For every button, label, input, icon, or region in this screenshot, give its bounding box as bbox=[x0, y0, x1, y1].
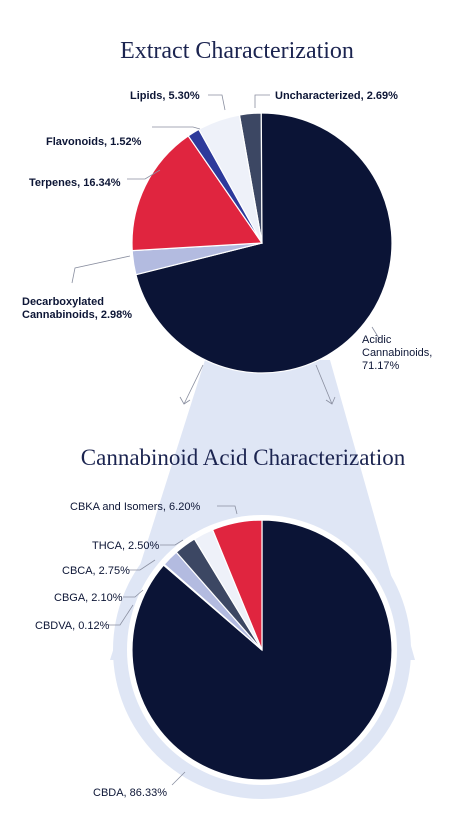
pie-slice-acidic-cannabinoids bbox=[135, 112, 393, 374]
zoom-arrow-left bbox=[179, 364, 204, 405]
label-lipids: Lipids, 5.30% bbox=[130, 90, 200, 102]
pie-slice-terpenes bbox=[131, 135, 264, 252]
label-decarboxylated-1: Decarboxylated bbox=[22, 296, 104, 308]
pie-slice-lipids bbox=[197, 114, 263, 244]
label-thca: THCA, 2.50% bbox=[92, 540, 159, 552]
label-terpenes: Terpenes, 16.34% bbox=[29, 177, 121, 189]
chart-title-acid: Cannabinoid Acid Characterization bbox=[81, 445, 406, 470]
label-cbga: CBGA, 2.10% bbox=[54, 592, 123, 604]
label-decarboxylated-2: Cannabinoids, 2.98% bbox=[22, 309, 132, 321]
leaders-acid bbox=[108, 505, 238, 786]
label-uncharacterized: Uncharacterized, 2.69% bbox=[275, 90, 398, 102]
label-flavonoids: Flavonoids, 1.52% bbox=[46, 136, 142, 148]
label-acidic-2: Cannabinoids, bbox=[362, 347, 432, 359]
pie-slice-cbda bbox=[131, 519, 393, 781]
pie-extract bbox=[131, 112, 393, 374]
label-acidic-3: 71.17% bbox=[362, 360, 400, 372]
label-acidic-1: Acidic bbox=[362, 334, 392, 346]
label-cbda: CBDA, 86.33% bbox=[93, 787, 167, 799]
leaders-extract bbox=[71, 94, 381, 341]
zoom-arrow-right bbox=[315, 364, 336, 405]
pie-slice-cbka-and-isomers bbox=[211, 519, 263, 651]
label-cbka: CBKA and Isomers, 6.20% bbox=[70, 501, 200, 513]
label-cbdva: CBDVA, 0.12% bbox=[35, 620, 110, 632]
pie-acid bbox=[127, 515, 397, 785]
label-cbca: CBCA, 2.75% bbox=[62, 565, 130, 577]
chart-title-extract: Extract Characterization bbox=[120, 38, 354, 64]
